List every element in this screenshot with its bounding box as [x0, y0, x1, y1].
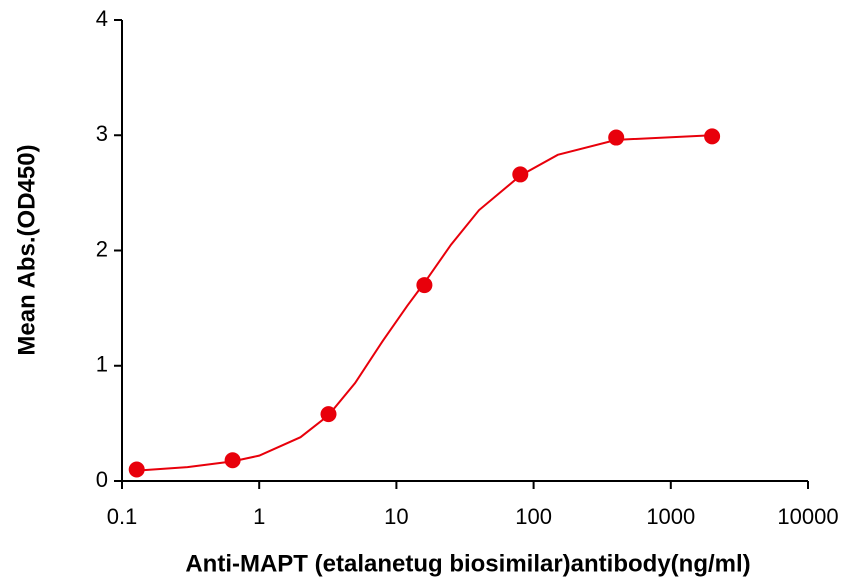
- y-tick-label: 1: [96, 352, 108, 377]
- data-point: [225, 452, 241, 468]
- x-tick-label: 10000: [777, 504, 838, 529]
- fit-curve: [137, 135, 712, 470]
- page: {"chart_data": { "type": "scatter", "xla…: [0, 0, 854, 585]
- x-tick-label: 1000: [646, 504, 695, 529]
- data-point: [129, 461, 145, 477]
- x-tick-label: 10: [384, 504, 408, 529]
- data-point: [512, 166, 528, 182]
- data-point: [704, 128, 720, 144]
- data-point: [321, 406, 337, 422]
- y-tick-label: 2: [96, 236, 108, 261]
- x-tick-label: 100: [515, 504, 552, 529]
- chart: Anti-MAPT (etalanetug biosimilar)antibod…: [0, 0, 854, 585]
- y-tick-label: 3: [96, 121, 108, 146]
- data-point: [416, 277, 432, 293]
- y-axis-title: Mean Abs.(OD450): [13, 144, 40, 355]
- x-axis-title: Anti-MAPT (etalanetug biosimilar)antibod…: [185, 550, 750, 577]
- data-point: [608, 130, 624, 146]
- y-tick-label: 4: [96, 6, 108, 31]
- x-tick-label: 1: [253, 504, 265, 529]
- x-tick-label: 0.1: [107, 504, 138, 529]
- y-tick-label: 0: [96, 467, 108, 492]
